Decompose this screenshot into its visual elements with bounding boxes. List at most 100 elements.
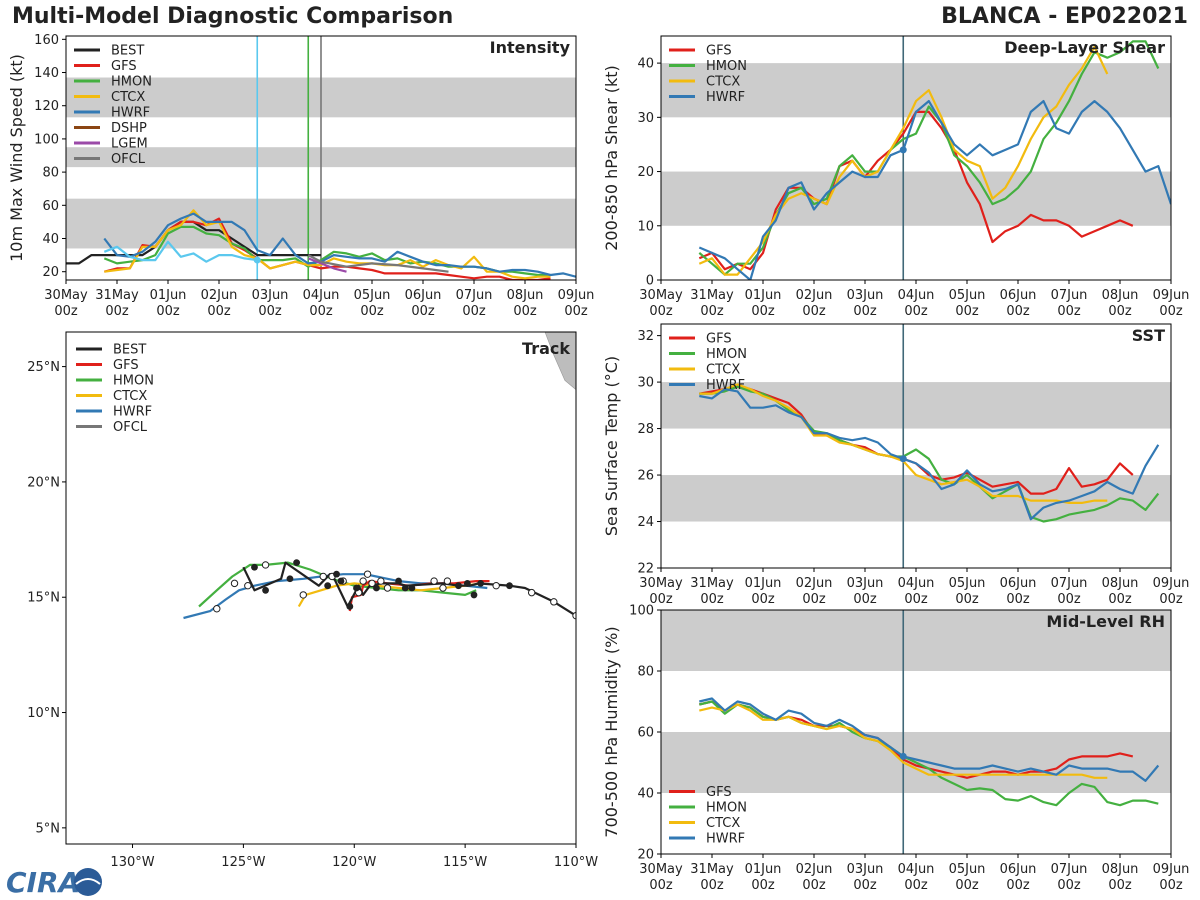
y-tick-label: 10	[637, 219, 654, 234]
lat-tick-label: 20°N	[27, 475, 60, 490]
x-tick-label: 07Jun	[1051, 288, 1088, 303]
legend-label-ctcx: CTCX	[706, 816, 740, 831]
x-tick-label: 06Jun	[1000, 862, 1037, 877]
x-tick-label: 00z	[802, 304, 826, 319]
legend-label-gfs: GFS	[111, 59, 137, 74]
y-axis-label: 200-850 hPa Shear (kt)	[602, 65, 621, 251]
track-point-solid	[324, 582, 332, 590]
x-tick-label: 00z	[1159, 304, 1183, 319]
track-point-hollow	[430, 577, 438, 585]
track-point-solid	[470, 591, 478, 599]
track-point-hollow	[368, 579, 376, 588]
legend-label-hmon: HMON	[706, 801, 747, 816]
panel-title: Mid-Level RH	[1046, 612, 1165, 631]
legend-label-hmon: HMON	[706, 347, 747, 362]
x-tick-label: 00z	[751, 592, 775, 607]
legend-label-best: BEST	[113, 343, 146, 358]
track-point-hollow	[443, 577, 452, 585]
track-point-solid	[293, 559, 301, 567]
x-tick-label: 09Jun	[1153, 288, 1190, 303]
legend-label-gfs: GFS	[706, 332, 732, 347]
x-tick-label: 07Jun	[1051, 862, 1088, 877]
track-point-solid	[408, 584, 416, 592]
x-tick-label: 00z	[462, 304, 486, 319]
x-tick-label: 00z	[411, 304, 435, 319]
y-tick-label: 20	[637, 848, 654, 863]
legend-label-hwrf: HWRF	[111, 106, 150, 121]
x-tick-label: 08Jun	[1102, 576, 1139, 591]
y-axis-label: Sea Surface Temp (°C)	[602, 356, 621, 536]
x-tick-label: 09Jun	[1153, 862, 1190, 877]
track-point-solid	[286, 575, 294, 583]
legend-label-hmon: HMON	[706, 59, 747, 74]
legend-label-hwrf: HWRF	[113, 405, 152, 420]
lon-tick-label: 130°W	[110, 855, 154, 870]
logo-swoosh-icon	[75, 878, 101, 885]
lat-tick-label: 5°N	[36, 821, 61, 836]
x-tick-label: 01Jun	[745, 576, 782, 591]
plot-area	[661, 610, 1171, 854]
x-tick-label: 02Jun	[201, 288, 238, 303]
series-line-ofcl	[307, 254, 449, 273]
x-tick-label: 07Jun	[456, 288, 493, 303]
x-tick-label: 02Jun	[796, 576, 833, 591]
panel-title: Track	[522, 339, 570, 358]
track-point-solid	[373, 584, 380, 592]
shear-panel: 01020304030May00z31May00z01Jun00z02Jun00…	[602, 35, 1190, 319]
y-tick-label: 140	[34, 66, 59, 81]
legend-label-gfs: GFS	[706, 44, 732, 59]
series-line-hwrf	[699, 697, 1160, 782]
lat-tick-label: 10°N	[27, 706, 60, 721]
x-tick-label: 06Jun	[1000, 288, 1037, 303]
x-tick-label: 01Jun	[745, 288, 782, 303]
x-tick-label: 00z	[1159, 592, 1183, 607]
track-point-solid	[251, 563, 258, 571]
x-tick-label: 00z	[853, 878, 877, 893]
track-point-solid	[337, 577, 345, 585]
x-tick-label: 30May	[639, 862, 683, 877]
track-point-solid	[477, 579, 485, 587]
series-line-lgem	[307, 257, 347, 273]
y-axis-label: 10m Max Wind Speed (kt)	[7, 54, 26, 262]
x-tick-label: 00z	[309, 304, 333, 319]
track-point-hollow	[261, 561, 270, 569]
x-tick-label: 00z	[207, 304, 231, 319]
x-tick-label: 05Jun	[354, 288, 391, 303]
lon-tick-label: 115°W	[443, 855, 487, 870]
track-point-hollow	[439, 584, 447, 592]
y-tick-label: 30	[637, 111, 654, 126]
lon-tick-label: 120°W	[332, 855, 376, 870]
x-tick-label: 31May	[95, 288, 139, 303]
track-point-hollow	[363, 570, 372, 578]
y-tick-label: 60	[637, 726, 654, 741]
x-tick-label: 31May	[690, 862, 734, 877]
series-marker-analysis	[253, 256, 261, 264]
y-tick-label: 20	[637, 165, 654, 180]
x-tick-label: 05Jun	[949, 288, 986, 303]
legend-label-ofcl: OFCL	[111, 152, 146, 167]
x-tick-label: 07Jun	[1051, 576, 1088, 591]
y-tick-label: 80	[637, 665, 654, 680]
cira-logo: CIRA	[6, 866, 102, 899]
x-tick-label: 00z	[105, 304, 129, 319]
series-line-ctcx	[699, 703, 1108, 779]
x-tick-label: 03Jun	[252, 288, 289, 303]
x-tick-label: 00z	[853, 592, 877, 607]
series-line-hwrf	[103, 212, 576, 278]
legend-label-dshp: DSHP	[111, 121, 147, 136]
x-tick-label: 00z	[904, 304, 928, 319]
track-point-hollow	[230, 579, 239, 588]
track-point-solid	[353, 584, 360, 592]
x-tick-label: 30May	[639, 576, 683, 591]
legend-label-ctcx: CTCX	[706, 363, 740, 378]
x-tick-label: 00z	[1108, 592, 1132, 607]
x-tick-label: 00z	[1006, 878, 1030, 893]
plot-area	[66, 36, 576, 280]
panel-title: SST	[1132, 326, 1165, 345]
x-tick-label: 04Jun	[898, 576, 935, 591]
x-tick-label: 00z	[1108, 878, 1132, 893]
y-tick-label: 100	[629, 604, 654, 619]
